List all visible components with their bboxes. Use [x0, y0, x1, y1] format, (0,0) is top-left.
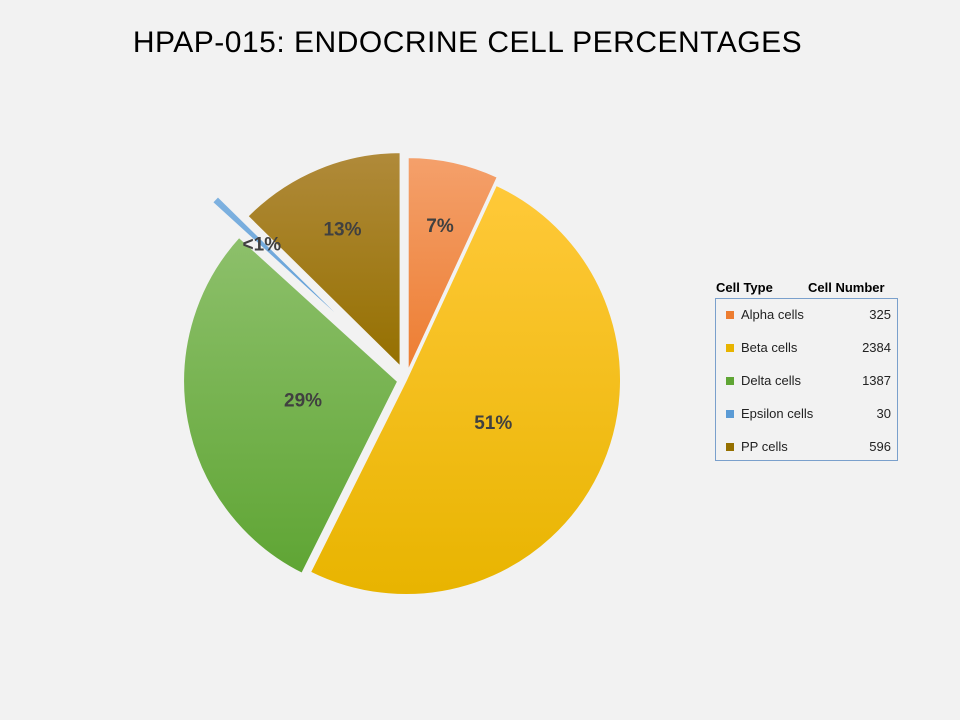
legend-name-delta-cells: Delta cells — [741, 373, 801, 388]
pie-slice-delta-cells — [182, 235, 400, 576]
pie-slice-alpha-cells — [406, 156, 500, 373]
legend-swatch-delta-cells — [726, 377, 734, 385]
legend-header-cell-type: Cell Type — [716, 280, 773, 295]
legend-name-epsilon-cells: Epsilon cells — [741, 406, 814, 421]
legend-value-delta-cells: 1387 — [862, 373, 891, 388]
pie-slice-epsilon-cells — [210, 194, 372, 348]
legend-value-beta-cells: 2384 — [862, 340, 891, 355]
slice-label-pp-cells: 13% — [323, 219, 361, 240]
legend-swatch-pp-cells — [726, 443, 734, 451]
legend-name-alpha-cells: Alpha cells — [741, 307, 804, 322]
legend-row-beta-cells: Beta cells 2384 — [716, 338, 897, 358]
legend-value-pp-cells: 596 — [869, 439, 891, 454]
legend-value-alpha-cells: 325 — [869, 307, 891, 322]
legend-swatch-epsilon-cells — [726, 410, 734, 418]
legend: Alpha cells 325 Beta cells 2384 Delta cells 1… — [715, 298, 898, 461]
legend-name-pp-cells: PP cells — [741, 439, 788, 454]
chart-title: HPAP-015: ENDOCRINE CELL PERCENTAGES — [132, 26, 803, 59]
legend-swatch-beta-cells — [726, 344, 734, 352]
legend-row-alpha-cells: Alpha cells 325 — [716, 305, 897, 325]
slice-label-epsilon-cells: <1% — [243, 235, 282, 256]
slice-label-beta-cells: 51% — [474, 413, 512, 434]
legend-swatch-alpha-cells — [726, 311, 734, 319]
pie-slice-pp-cells — [245, 151, 402, 370]
legend-value-epsilon-cells: 30 — [876, 406, 891, 421]
legend-row-delta-cells: Delta cells 1387 — [716, 371, 897, 391]
slice-label-alpha-cells: 7% — [426, 216, 454, 237]
legend-row-pp-cells: PP cells 596 — [716, 437, 897, 457]
legend-header-cell-number: Cell Number — [808, 280, 885, 295]
legend-row-epsilon-cells: Epsilon cells 30 — [716, 404, 897, 424]
pie-slice-beta-cells — [308, 183, 622, 596]
slice-label-delta-cells: 29% — [284, 390, 322, 411]
legend-name-beta-cells: Beta cells — [741, 340, 798, 355]
